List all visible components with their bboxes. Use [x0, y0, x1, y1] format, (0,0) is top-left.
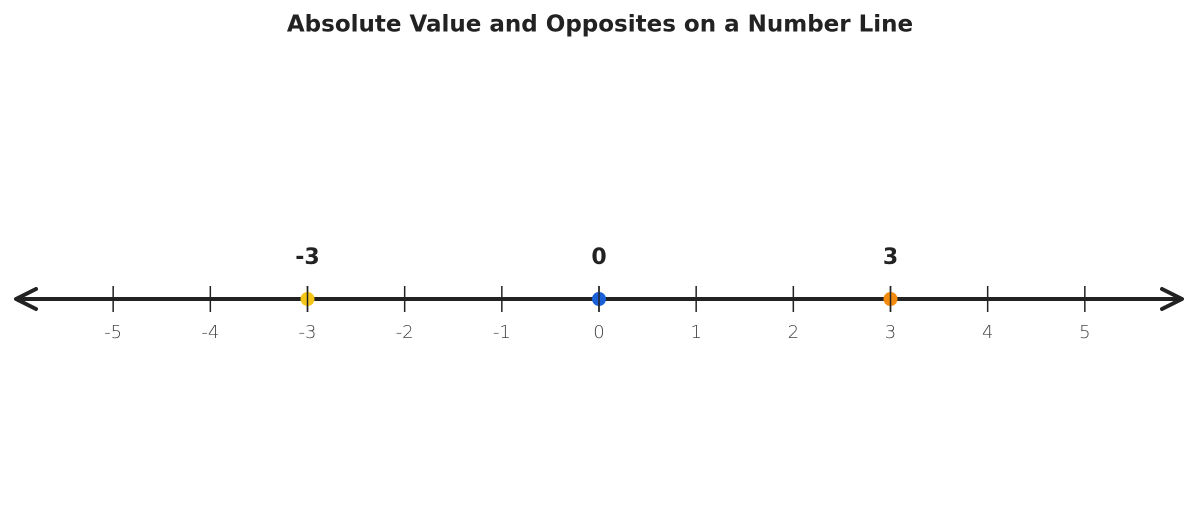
point-label: -3 [295, 245, 319, 270]
right-arrowhead [1160, 287, 1184, 311]
x-tick-label: -3 [299, 322, 317, 343]
point-label: 3 [883, 245, 898, 270]
x-tick-label: -4 [201, 322, 219, 343]
x-tick-label: 0 [593, 322, 604, 343]
chart-title: Absolute Value and Opposites on a Number… [287, 12, 913, 38]
x-tick-label: 5 [1079, 322, 1090, 343]
x-tick-label: 4 [982, 322, 993, 343]
x-tick-label: 3 [885, 322, 896, 343]
x-tick-label: 1 [690, 322, 701, 343]
point-label: 0 [591, 245, 606, 270]
x-tick-label: -2 [396, 322, 414, 343]
x-tick-label: 2 [788, 322, 799, 343]
x-tick-label: -5 [104, 322, 122, 343]
left-arrowhead [14, 287, 38, 311]
x-tick-label: -1 [493, 322, 511, 343]
